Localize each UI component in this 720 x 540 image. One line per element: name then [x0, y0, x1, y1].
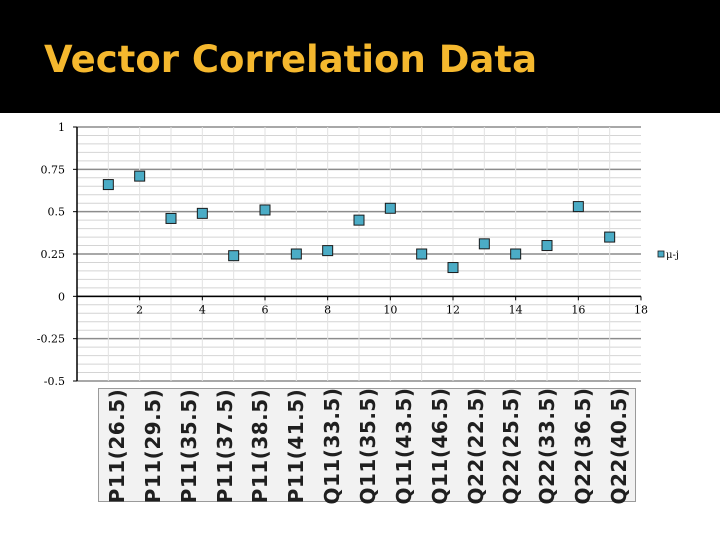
x-tick-label: 4: [199, 303, 206, 316]
category-label-text: Q11(33.5): [320, 387, 345, 505]
category-label-text: P11(41.5): [284, 388, 309, 504]
y-tick-label: 0.75: [41, 163, 66, 176]
data-point: [353, 214, 365, 226]
x-tick-label: 2: [136, 303, 143, 316]
category-label: Q22(25.5): [494, 387, 530, 505]
category-label-text: P11(37.5): [212, 388, 237, 504]
category-label: Q11(43.5): [386, 387, 422, 505]
category-label: Q11(33.5): [314, 387, 350, 505]
data-point: [102, 179, 114, 191]
category-label: Q22(22.5): [458, 387, 494, 505]
category-label: P11(35.5): [171, 388, 207, 504]
x-tick-label: 10: [383, 303, 397, 316]
category-label: Q22(33.5): [529, 387, 565, 505]
category-label-text: Q22(36.5): [571, 387, 596, 505]
data-point: [196, 207, 208, 219]
category-label-text: Q22(33.5): [535, 387, 560, 505]
data-point: [447, 262, 459, 274]
data-point: [541, 240, 553, 252]
legend-marker: [657, 250, 665, 258]
x-tick-label: 16: [571, 303, 585, 316]
y-tick-label: 0.25: [41, 248, 66, 261]
category-label: P11(38.5): [242, 388, 278, 504]
category-label: Q22(36.5): [565, 387, 601, 505]
y-tick-label: 0: [58, 290, 65, 303]
slide-title: Vector Correlation Data: [44, 38, 538, 81]
category-label-text: Q22(25.5): [499, 387, 524, 505]
data-point: [510, 248, 522, 260]
data-point: [604, 231, 616, 243]
category-label: P11(26.5): [99, 388, 135, 504]
category-label-text: P11(35.5): [176, 388, 201, 504]
data-point: [478, 238, 490, 250]
x-tick-label: 18: [634, 303, 648, 316]
data-point: [322, 245, 334, 257]
y-tick-label: 1: [58, 121, 65, 134]
data-point: [228, 250, 240, 262]
category-label-text: Q11(43.5): [391, 387, 416, 505]
data-point: [384, 202, 396, 214]
category-label-table: P11(26.5) P11(29.5) P11(35.5) P11(37.5) P11(…: [98, 387, 637, 505]
data-point: [290, 248, 302, 260]
data-point: [165, 212, 177, 224]
data-point: [134, 170, 146, 182]
category-label-text: Q22(22.5): [463, 387, 488, 505]
category-label-text: Q22(40.5): [607, 387, 632, 505]
category-label-text: P11(38.5): [248, 388, 273, 504]
legend-label: μ-j: [666, 250, 679, 261]
category-label: P11(37.5): [207, 388, 243, 504]
data-point: [572, 201, 584, 213]
x-tick-label: 6: [262, 303, 269, 316]
category-label: P11(41.5): [278, 388, 314, 504]
x-tick-label: 14: [509, 303, 523, 316]
y-tick-label: 0.5: [48, 206, 66, 219]
title-bar: Vector Correlation Data: [0, 0, 720, 113]
category-label-text: Q11(46.5): [427, 387, 452, 505]
category-label: Q11(35.5): [350, 387, 386, 505]
data-point: [259, 204, 271, 216]
x-tick-label: 8: [324, 303, 331, 316]
category-label: Q11(46.5): [422, 387, 458, 505]
category-label-text: Q11(35.5): [355, 387, 380, 505]
y-tick-label: -0.5: [44, 375, 65, 388]
category-label-text: P11(26.5): [104, 388, 129, 504]
category-label: P11(29.5): [135, 388, 171, 504]
y-tick-label: -0.25: [37, 333, 65, 346]
category-label: Q22(40.5): [601, 387, 637, 505]
x-tick-label: 12: [446, 303, 460, 316]
category-label-text: P11(29.5): [140, 388, 165, 504]
data-point: [416, 248, 428, 260]
